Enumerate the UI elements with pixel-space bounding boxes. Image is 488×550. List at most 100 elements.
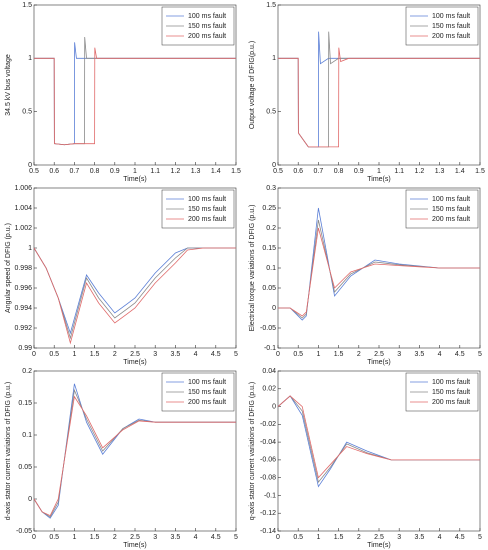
legend-label: 100 ms fault — [188, 379, 226, 386]
x-tick-label: 2.5 — [374, 534, 384, 541]
y-tick-label: -0.12 — [260, 510, 276, 517]
series-line — [34, 42, 236, 146]
x-tick-label: 4.5 — [455, 351, 465, 358]
x-tick-label: 4.5 — [455, 534, 465, 541]
x-tick-label: 0.9 — [110, 168, 120, 175]
x-tick-label: 0.7 — [70, 168, 80, 175]
x-tick-label: 2 — [113, 534, 117, 541]
legend-label: 200 ms fault — [188, 33, 226, 40]
series-line — [278, 47, 480, 148]
x-tick-label: 3 — [397, 351, 401, 358]
x-tick-label: 1 — [72, 534, 76, 541]
y-tick-label: -0.06 — [260, 457, 276, 464]
series-line — [278, 227, 480, 317]
y-tick-label: -0.05 — [260, 325, 276, 332]
y-tick-label: -0.05 — [16, 528, 32, 535]
x-tick-label: 0 — [32, 534, 36, 541]
plot-frame — [277, 4, 481, 166]
x-tick-label: 4.5 — [211, 351, 221, 358]
x-tick-label: 3 — [153, 351, 157, 358]
plot-frame — [33, 4, 237, 166]
legend-label: 150 ms fault — [432, 389, 470, 396]
y-axis-label: q-axis stator current variations of DFIG… — [249, 382, 256, 521]
y-tick-label: 0.05 — [262, 285, 276, 292]
y-tick-label: 0.992 — [14, 325, 32, 332]
x-tick-label: 0 — [32, 351, 36, 358]
x-tick-label: 5 — [234, 351, 238, 358]
x-tick-label: 1 — [133, 168, 137, 175]
x-tick-label: 3.5 — [171, 351, 181, 358]
y-tick-label: 0.996 — [14, 285, 32, 292]
y-tick-label: -0.08 — [260, 475, 276, 482]
series-line — [278, 31, 480, 148]
x-tick-label: 1 — [316, 534, 320, 541]
x-tick-label: 3 — [397, 534, 401, 541]
x-tick-label: 2.5 — [130, 534, 140, 541]
x-tick-label: 1.1 — [150, 168, 160, 175]
y-tick-label: 0.2 — [22, 368, 32, 375]
x-tick-label: 3 — [153, 534, 157, 541]
x-tick-label: 1.3 — [191, 168, 201, 175]
y-tick-label: 0.04 — [262, 368, 276, 375]
x-tick-label: 1.5 — [475, 168, 485, 175]
y-tick-label: 1.002 — [14, 225, 32, 232]
y-tick-label: -0.14 — [260, 528, 276, 535]
x-tick-label: 1 — [72, 351, 76, 358]
legend-label: 100 ms fault — [188, 13, 226, 20]
x-tick-label: 4 — [194, 534, 198, 541]
x-axis-label: Time(s) — [367, 176, 390, 183]
x-tick-label: 0.5 — [29, 168, 39, 175]
y-tick-label: 1 — [28, 245, 32, 252]
y-axis-label: 34.5 kV bus voltage — [5, 54, 12, 116]
series-line — [278, 31, 480, 148]
x-tick-label: 0.5 — [273, 168, 283, 175]
y-axis-label: Electrical torque variations of DFIG (p.… — [249, 205, 256, 332]
y-tick-label: 0.5 — [22, 109, 32, 116]
x-tick-label: 2.5 — [130, 351, 140, 358]
y-tick-label: 1.5 — [22, 2, 32, 9]
y-tick-label: 1.006 — [14, 185, 32, 192]
x-tick-label: 0.8 — [90, 168, 100, 175]
x-tick-label: 3.5 — [171, 534, 181, 541]
x-tick-label: 0.6 — [293, 168, 303, 175]
y-tick-label: 0 — [272, 403, 276, 410]
legend-label: 150 ms fault — [432, 23, 470, 30]
x-tick-label: 1.5 — [334, 351, 344, 358]
y-tick-label: 0.15 — [262, 245, 276, 252]
y-tick-label: 0.1 — [266, 265, 276, 272]
y-tick-label: -0.1 — [264, 492, 276, 499]
y-tick-label: 1 — [272, 55, 276, 62]
y-tick-label: -0.02 — [260, 421, 276, 428]
y-tick-label: 0 — [28, 162, 32, 169]
x-tick-label: 0.5 — [49, 534, 59, 541]
y-tick-label: 0 — [272, 162, 276, 169]
x-tick-label: 1 — [377, 168, 381, 175]
y-tick-label: 0.998 — [14, 265, 32, 272]
series-line — [278, 219, 480, 319]
x-tick-label: 0.7 — [314, 168, 324, 175]
x-tick-label: 2 — [357, 534, 361, 541]
series-line — [33, 247, 236, 340]
legend-label: 150 ms fault — [188, 23, 226, 30]
y-tick-label: 1.004 — [14, 205, 32, 212]
legend-label: 200 ms fault — [188, 216, 226, 223]
x-axis-label: Time(s) — [367, 359, 390, 366]
x-axis-label: Time(s) — [123, 542, 146, 549]
plot-frame — [277, 370, 481, 532]
legend-label: 200 ms fault — [432, 33, 470, 40]
x-tick-label: 1.5 — [90, 534, 100, 541]
y-tick-label: 0.1 — [22, 432, 32, 439]
x-tick-label: 0.8 — [334, 168, 344, 175]
y-tick-label: 0.3 — [266, 185, 276, 192]
y-tick-label: 0 — [272, 305, 276, 312]
plot-frame — [33, 187, 237, 349]
x-tick-label: 0.5 — [293, 351, 303, 358]
x-axis-label: Time(s) — [367, 542, 390, 549]
x-tick-label: 5 — [478, 351, 482, 358]
y-tick-label: 0.15 — [18, 400, 32, 407]
x-tick-label: 4 — [194, 351, 198, 358]
legend-label: 200 ms fault — [432, 216, 470, 223]
plot-frame — [33, 370, 237, 532]
x-axis-label: Time(s) — [123, 176, 146, 183]
x-tick-label: 1.5 — [334, 534, 344, 541]
